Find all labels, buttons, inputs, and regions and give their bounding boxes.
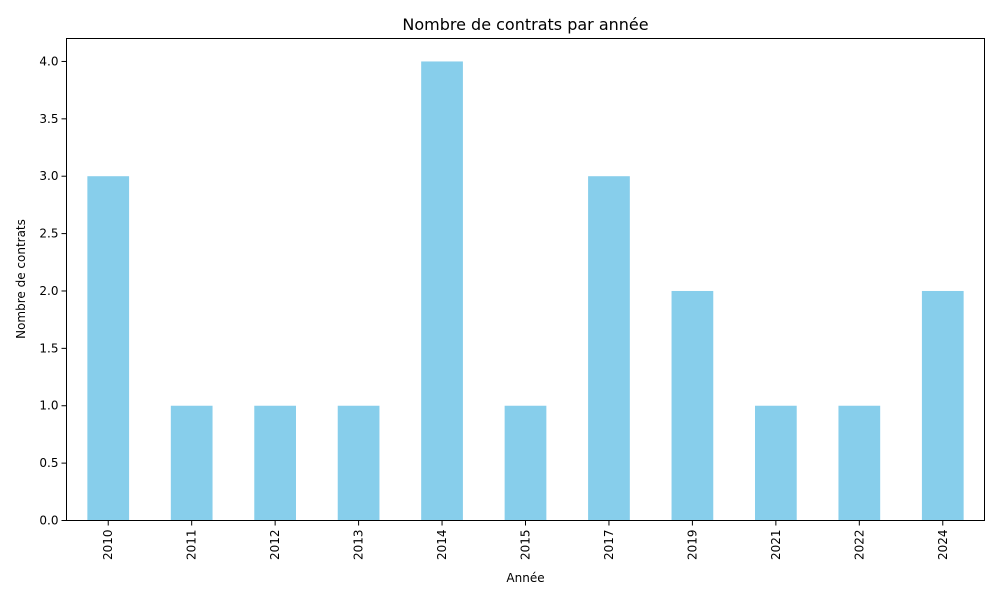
plot-frame [66, 38, 985, 521]
x-tick-label: 2015 [519, 530, 533, 561]
bar-2022 [838, 405, 881, 521]
bar-2021 [755, 405, 797, 521]
bar-2024 [921, 290, 964, 521]
x-tick-label: 2011 [185, 530, 199, 561]
bar-2014 [421, 61, 463, 521]
bar-2012 [254, 405, 296, 521]
y-tick-label: 0.5 [39, 456, 58, 470]
chart-title: Nombre de contrats par année [402, 15, 648, 34]
x-tick-label: 2021 [769, 530, 783, 561]
y-axis-label: Nombre de contrats [14, 219, 28, 339]
y-tick-label: 0.0 [39, 514, 58, 528]
x-tick-label: 2019 [685, 530, 699, 561]
x-tick-label: 2012 [268, 530, 282, 561]
x-tick-label: 2013 [352, 530, 366, 561]
y-tick-label: 1.5 [39, 341, 58, 355]
x-tick-label: 2010 [101, 530, 115, 561]
y-tick-label: 2.5 [39, 227, 58, 241]
x-axis-ticks: 2010 2011 2012 2013 2014 2015 2017 2019 2021 2022… [101, 520, 950, 561]
x-tick-label: 2014 [435, 530, 449, 561]
y-tick-label: 4.0 [39, 54, 58, 68]
y-tick-label: 3.0 [39, 169, 58, 183]
y-axis-ticks: 0.0 0.5 1.0 1.5 2.0 2.5 3.0 3.5 4.0 [39, 54, 67, 528]
y-tick-label: 3.5 [39, 112, 58, 126]
x-tick-label: 2024 [936, 530, 950, 561]
x-tick-label: 2017 [602, 530, 616, 561]
y-tick-label: 1.0 [39, 399, 58, 413]
bar-2013 [337, 405, 380, 521]
bar-2019 [671, 290, 714, 521]
x-tick-label: 2022 [852, 530, 866, 561]
x-axis-label: Année [506, 571, 544, 585]
bar-2011 [170, 405, 213, 521]
y-tick-label: 2.0 [39, 284, 58, 298]
bar-2017 [588, 176, 630, 521]
bar-2015 [504, 405, 547, 521]
bar-2010 [87, 176, 130, 521]
bars-group [87, 61, 964, 521]
